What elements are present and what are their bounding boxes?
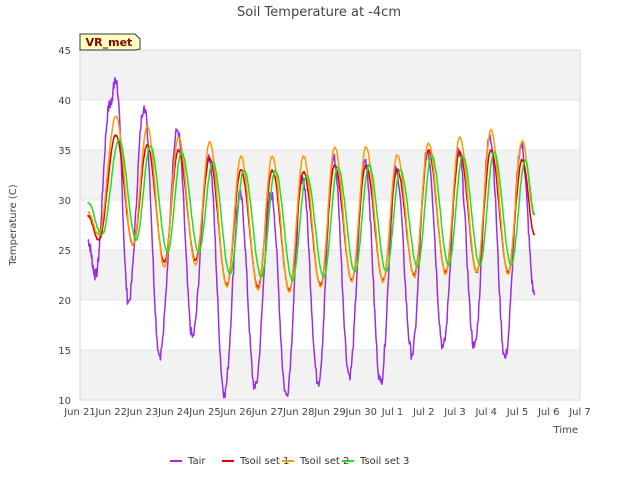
x-tick-label: Jul 3 bbox=[443, 407, 466, 418]
station-badge: VR_met bbox=[79, 33, 141, 51]
legend-label: Tsoil set 1 bbox=[239, 456, 289, 467]
y-tick-label: 20 bbox=[58, 296, 71, 307]
plot-band bbox=[80, 350, 580, 400]
x-tick-label: Jul 5 bbox=[506, 407, 529, 418]
plot-area bbox=[79, 49, 581, 401]
x-tick-label: Jun 25 bbox=[188, 407, 221, 418]
station-badge-box bbox=[79, 33, 141, 51]
legend-label: Tair bbox=[187, 456, 206, 467]
y-tick-label: 10 bbox=[58, 396, 71, 407]
x-tick-label: Jul 2 bbox=[412, 407, 435, 418]
x-tick-label: Jun 29 bbox=[313, 407, 346, 418]
legend-label: Tsoil set 2 bbox=[299, 456, 349, 467]
x-tick-label: Jun 22 bbox=[94, 407, 127, 418]
x-tick-label: Jul 7 bbox=[568, 407, 591, 418]
x-tick-label: Jun 30 bbox=[344, 407, 377, 418]
x-tick-label: Jun 23 bbox=[126, 407, 159, 418]
plot-band bbox=[80, 250, 580, 300]
x-axis-title: Time bbox=[553, 425, 578, 436]
y-tick-label: 15 bbox=[58, 346, 71, 357]
x-tick-label: Jun 24 bbox=[157, 407, 190, 418]
x-tick-label: Jul 6 bbox=[537, 407, 560, 418]
series-line-tsoil-set-2 bbox=[87, 115, 536, 293]
legend: Tair Tsoil set 1 Tsoil set 2 Tsoil set 3 bbox=[170, 456, 409, 467]
x-tick-label: Jun 28 bbox=[282, 407, 315, 418]
plot-band bbox=[80, 50, 580, 100]
x-axis-ticks: Jun 21 Jun 22 Jun 23 Jun 24 Jun 25 Jun 26 Jun … bbox=[63, 407, 591, 418]
y-tick-label: 45 bbox=[58, 46, 71, 57]
chart-title: Soil Temperature at -4cm bbox=[237, 5, 401, 20]
y-axis-ticks: 10 15 20 25 30 35 40 45 bbox=[58, 46, 71, 407]
series-lines bbox=[87, 76, 536, 399]
y-tick-label: 30 bbox=[58, 196, 71, 207]
x-tick-label: Jul 1 bbox=[381, 407, 404, 418]
y-tick-label: 40 bbox=[58, 96, 71, 107]
x-tick-label: Jun 21 bbox=[63, 407, 96, 418]
y-tick-label: 35 bbox=[58, 146, 71, 157]
x-tick-label: Jun 26 bbox=[219, 407, 252, 418]
x-tick-label: Jun 27 bbox=[251, 407, 284, 418]
legend-label: Tsoil set 3 bbox=[359, 456, 409, 467]
y-axis-title: Temperature (C) bbox=[8, 184, 19, 266]
y-tick-label: 25 bbox=[58, 246, 71, 257]
series-line-tsoil-set-3 bbox=[87, 139, 536, 282]
x-tick-label: Jul 4 bbox=[474, 407, 497, 418]
station-badge-label: VR_met bbox=[86, 36, 133, 49]
